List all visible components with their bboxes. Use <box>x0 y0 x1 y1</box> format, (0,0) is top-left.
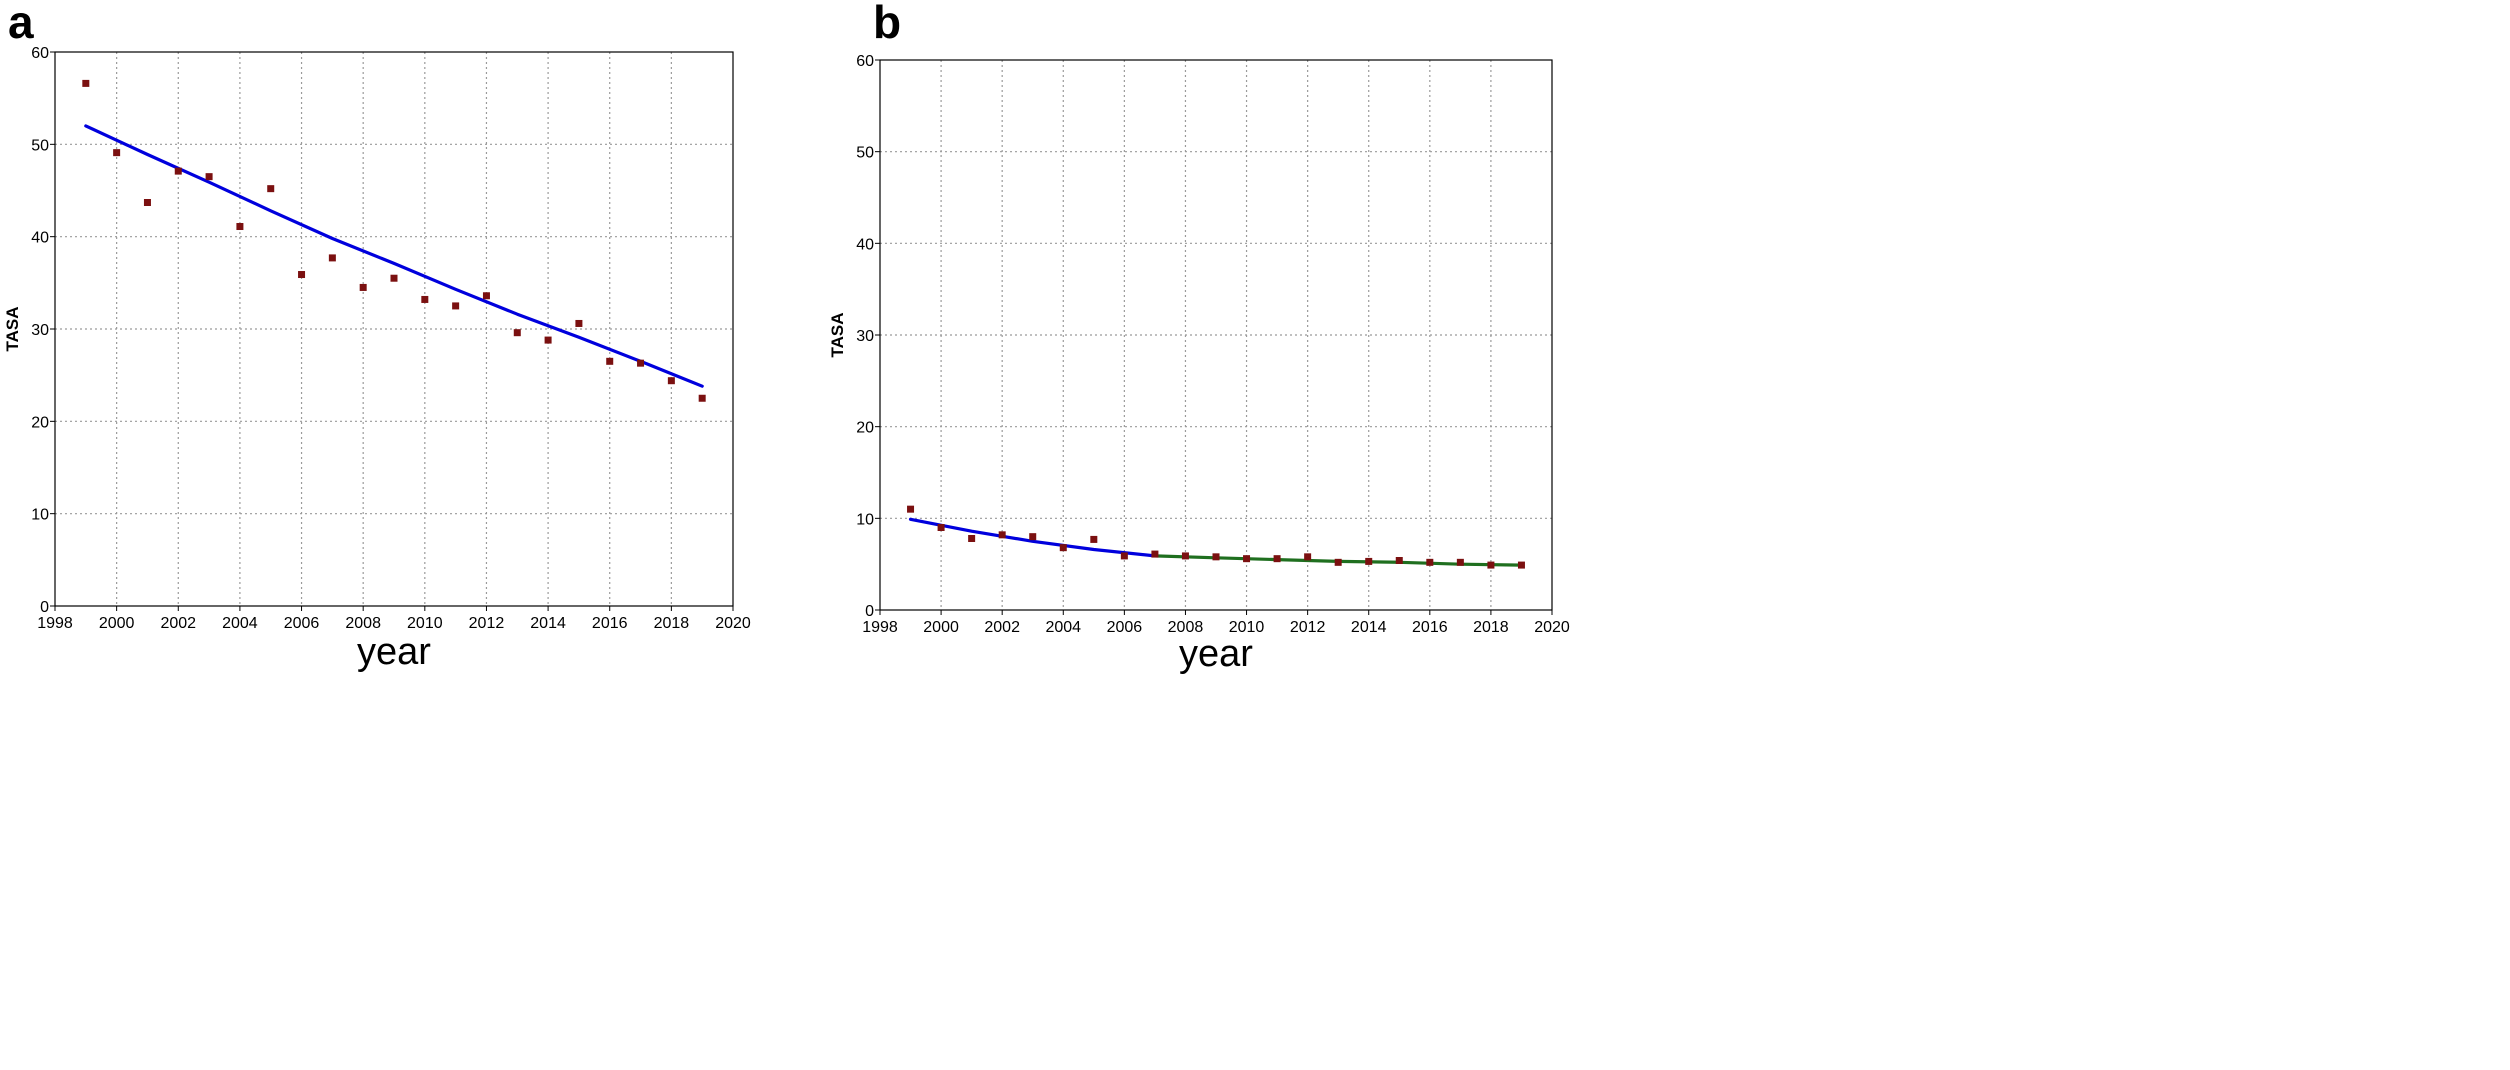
data-point <box>236 223 244 231</box>
data-point <box>1273 555 1281 563</box>
y-tick-label: 30 <box>856 328 874 345</box>
x-tick-label: 2000 <box>923 619 959 636</box>
data-point <box>1059 544 1067 552</box>
data-point <box>390 274 398 282</box>
x-axis-label: year <box>357 631 431 673</box>
data-point <box>513 329 521 337</box>
data-point <box>637 359 645 367</box>
x-tick-label: 2020 <box>1534 619 1570 636</box>
y-tick-label: 10 <box>31 507 49 524</box>
y-tick-label: 0 <box>865 603 874 620</box>
x-tick-label: 2000 <box>99 615 135 632</box>
data-point <box>113 149 121 157</box>
data-point <box>1517 561 1525 569</box>
x-tick-label: 2020 <box>715 615 751 632</box>
data-point <box>298 271 306 279</box>
data-point <box>606 357 614 365</box>
x-tick-label: 2018 <box>654 615 690 632</box>
x-tick-label: 2008 <box>1168 619 1204 636</box>
data-point <box>575 319 583 327</box>
x-tick-label: 2012 <box>1290 619 1326 636</box>
data-point <box>1395 557 1403 564</box>
data-point <box>698 394 706 402</box>
x-tick-label: 2018 <box>1473 619 1509 636</box>
data-point <box>667 377 675 385</box>
x-tick-label: 2002 <box>160 615 196 632</box>
y-tick-label: 0 <box>40 599 49 616</box>
data-point <box>1090 535 1098 543</box>
x-tick-label: 2014 <box>1351 619 1387 636</box>
y-tick-label: 20 <box>856 420 874 437</box>
data-point <box>1365 557 1373 565</box>
y-tick-label: 50 <box>31 137 49 154</box>
y-tick-label: 60 <box>31 45 49 62</box>
data-point <box>359 283 367 291</box>
data-point <box>1487 561 1495 569</box>
y-tick-label: 40 <box>31 230 49 247</box>
data-point <box>1456 558 1464 566</box>
x-tick-label: 2008 <box>345 615 381 632</box>
data-point <box>421 295 429 303</box>
data-point <box>1212 553 1220 561</box>
data-point <box>328 254 336 262</box>
y-axis-label: TASA <box>3 306 22 351</box>
y-tick-label: 40 <box>856 236 874 253</box>
x-axis-label: year <box>1179 633 1253 675</box>
x-tick-label: 1998 <box>862 619 898 636</box>
data-point <box>1426 558 1434 566</box>
x-tick-label: 2012 <box>469 615 505 632</box>
data-point <box>1151 550 1159 558</box>
x-tick-label: 2010 <box>407 615 443 632</box>
x-tick-label: 2002 <box>984 619 1020 636</box>
data-point <box>968 535 976 542</box>
data-point <box>1181 552 1189 560</box>
panel-label: b <box>873 0 901 48</box>
x-tick-label: 2006 <box>284 615 320 632</box>
data-point <box>1029 533 1037 541</box>
y-tick-label: 10 <box>856 511 874 528</box>
data-point <box>452 302 460 310</box>
fitted-curve <box>84 124 704 388</box>
x-tick-label: 2016 <box>592 615 628 632</box>
data-point <box>205 173 213 181</box>
x-tick-label: 2010 <box>1229 619 1265 636</box>
data-point <box>1304 553 1312 561</box>
data-point <box>1334 558 1342 566</box>
data-point <box>907 505 915 513</box>
data-point <box>998 531 1006 539</box>
data-point <box>174 167 182 175</box>
fitted-curve <box>908 517 1157 558</box>
x-tick-label: 2014 <box>530 615 566 632</box>
y-tick-label: 50 <box>856 145 874 162</box>
data-point <box>544 336 552 344</box>
data-point <box>482 292 490 300</box>
data-point <box>267 185 275 193</box>
x-tick-label: 1998 <box>37 615 73 632</box>
x-tick-label: 2004 <box>1045 619 1081 636</box>
data-point <box>1120 552 1128 560</box>
data-point <box>143 199 151 207</box>
data-point <box>937 524 945 531</box>
y-tick-label: 30 <box>31 322 49 339</box>
data-point <box>1243 555 1251 563</box>
panel-label: a <box>8 0 34 48</box>
data-point <box>82 79 90 87</box>
y-tick-label: 20 <box>31 414 49 431</box>
y-axis-label: TASA <box>828 312 847 357</box>
x-tick-label: 2004 <box>222 615 258 632</box>
x-tick-label: 2006 <box>1107 619 1143 636</box>
y-tick-label: 60 <box>856 53 874 70</box>
x-tick-label: 2016 <box>1412 619 1448 636</box>
